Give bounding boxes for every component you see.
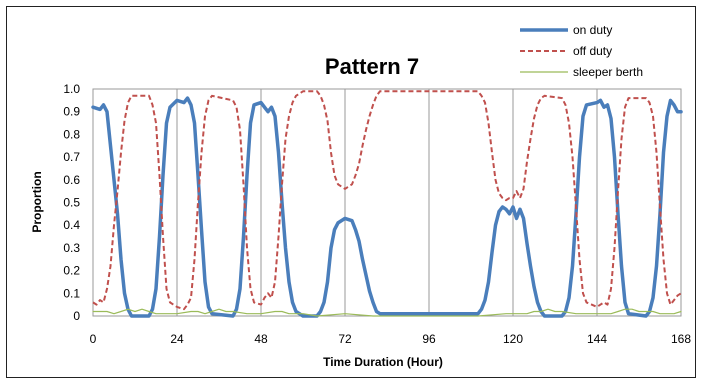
y-tick-label: 0.4 bbox=[63, 218, 80, 232]
legend-label: sleeper berth bbox=[573, 65, 643, 79]
series-off-duty-line bbox=[92, 90, 682, 311]
x-tick-label: 48 bbox=[254, 332, 268, 346]
x-tick-label: 72 bbox=[338, 332, 352, 346]
x-tick-label: 120 bbox=[503, 332, 523, 346]
y-tick-label: 0.3 bbox=[63, 241, 80, 255]
grid-lines bbox=[176, 89, 598, 316]
legend-label: on duty bbox=[573, 23, 612, 37]
x-axis-ticks: 0 24 48 72 96 120 144 168 bbox=[90, 332, 692, 346]
y-tick-label: 0.2 bbox=[63, 264, 80, 278]
y-tick-label: 0 bbox=[73, 309, 80, 323]
y-tick-label: 1.0 bbox=[63, 82, 80, 96]
legend: on duty off duty sleeper berth bbox=[520, 23, 643, 79]
y-tick-label: 0.1 bbox=[63, 286, 80, 300]
y-tick-label: 0.6 bbox=[63, 173, 80, 187]
chart-title: Pattern 7 bbox=[325, 54, 419, 79]
x-tick-label: 168 bbox=[671, 332, 691, 346]
plot-area bbox=[92, 88, 682, 317]
y-tick-label: 0.8 bbox=[63, 127, 80, 141]
x-tick-label: 24 bbox=[170, 332, 184, 346]
y-axis-label: Proportion bbox=[30, 171, 44, 232]
y-tick-label: 0.9 bbox=[63, 105, 80, 119]
series-on-duty-line bbox=[91, 96, 683, 318]
y-axis-ticks: 0 0.1 0.2 0.3 0.4 0.5 0.6 0.7 0.8 0.9 1.0 bbox=[63, 82, 80, 323]
x-tick-label: 144 bbox=[587, 332, 607, 346]
x-tick-label: 0 bbox=[90, 332, 97, 346]
x-tick-label: 96 bbox=[422, 332, 436, 346]
y-tick-label: 0.5 bbox=[63, 196, 80, 210]
series-layer bbox=[91, 90, 683, 318]
legend-label: off duty bbox=[573, 44, 612, 58]
series-sleeper-berth-line bbox=[92, 308, 682, 317]
y-tick-label: 0.7 bbox=[63, 150, 80, 164]
x-axis-label: Time Duration (Hour) bbox=[323, 355, 443, 369]
